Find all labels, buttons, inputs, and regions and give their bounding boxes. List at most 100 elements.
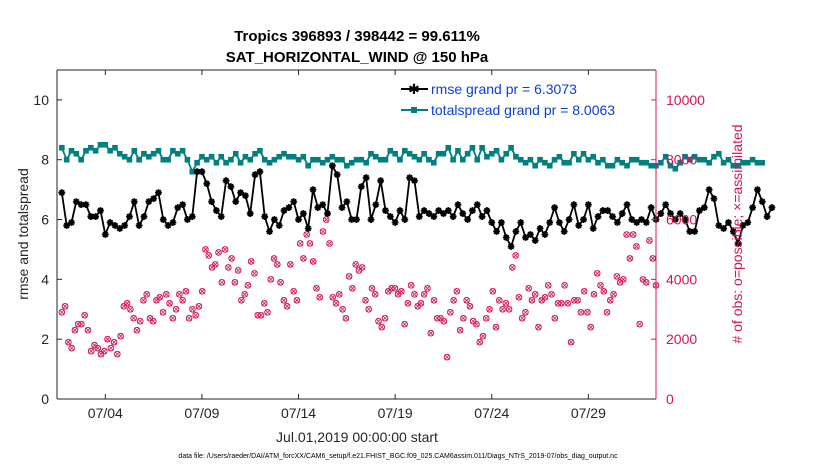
obs-point [522,308,529,316]
obs-point [287,261,294,268]
rmse-point [555,219,563,226]
obs-point-cross [607,297,614,304]
obs-point [100,347,108,355]
totalspread-point [595,159,601,166]
obs-point [221,246,229,253]
totalspread-point [537,156,543,163]
rmse-point [700,204,708,211]
obs-point [110,338,118,346]
totalspread-point [78,156,84,163]
rmse-point [353,216,360,223]
obs-point [313,285,320,292]
rmse-point [691,228,699,235]
obs-point-cross [238,297,245,304]
rmse-point [657,210,665,217]
obs-point-cross [323,216,330,223]
totalspread-point [701,156,708,163]
obs-point-cross [183,288,189,295]
rmse-point [647,204,655,211]
obs-point-cross [411,291,418,298]
obs-point-cross [186,315,192,322]
rmse-point [290,198,298,205]
rmse-point [715,222,723,229]
obs-point [329,294,337,301]
obs-point-cross [561,282,568,289]
totalspread-point [488,150,495,157]
obs-point [564,299,572,307]
rmse-point [406,174,414,182]
totalspread-point [402,147,408,154]
totalspread-point [382,156,389,163]
obs-point-cross [284,303,290,310]
rmse-point [662,201,670,208]
obs-point-cross [202,246,209,253]
obs-point [117,332,124,340]
obs-point-cross [316,294,323,301]
obs-point [362,297,369,304]
obs-point [479,332,487,340]
rmse-point [92,213,100,220]
obs-point-cross [241,291,248,298]
obs-point-cross [362,297,369,304]
totalspread-point [324,156,331,163]
obs-point [189,305,196,313]
totalspread-point [368,150,374,157]
obs-point-cross [222,246,228,253]
totalspread-point [131,147,138,154]
obs-point-cross [235,267,241,274]
obs-point [375,317,382,325]
totalspread-point [672,165,679,172]
obs-point-cross [476,339,483,345]
obs-point [466,302,474,310]
obs-point [502,299,510,307]
obs-point [176,291,183,298]
rmse-point [256,168,264,176]
obs-point-cross [140,297,147,304]
totalspread-point [426,156,432,163]
y2-tick-label: 8000 [666,152,697,168]
totalspread-point [261,156,268,163]
obs-point-cross [130,315,137,322]
obs-point-cross [339,306,346,313]
rmse-point [155,189,162,197]
rmse-point [87,213,95,220]
obs-point [450,297,457,304]
totalspread-point [329,153,336,160]
legend-background [396,78,650,120]
obs-point-cross [405,300,411,307]
totalspread-point [725,156,732,163]
obs-point [127,305,134,313]
obs-point [633,243,640,250]
rmse-series [58,162,776,250]
totalspread-point [735,162,741,169]
obs-point [430,297,438,304]
rmse-point [628,216,636,223]
totalspread-point [416,156,423,163]
obs-point [574,297,581,304]
obs-point [130,314,137,322]
obs-point [424,285,431,292]
obs-point [251,270,258,277]
rmse-point [319,201,327,208]
obs-point [114,350,121,358]
rmse-point [744,219,752,226]
totalspread-point [68,147,75,154]
totalspread-point [604,162,611,169]
totalspread-point [373,153,379,160]
totalspread-point [455,147,461,154]
obs-point [368,285,376,292]
totalspread-point [266,159,273,166]
obs-point-cross [290,288,297,295]
rmse-point [126,213,133,220]
totalspread-point [749,156,756,163]
rmse-point [638,216,645,223]
obs-point [597,282,604,289]
obs-point-cross [467,303,473,310]
obs-point-cross [532,291,538,298]
obs-point-cross [646,237,653,244]
rmse-point [420,207,428,214]
totalspread-point [63,156,70,163]
obs-point-cross [114,351,121,357]
obs-point-cross [219,279,225,286]
obs-point [87,347,95,355]
